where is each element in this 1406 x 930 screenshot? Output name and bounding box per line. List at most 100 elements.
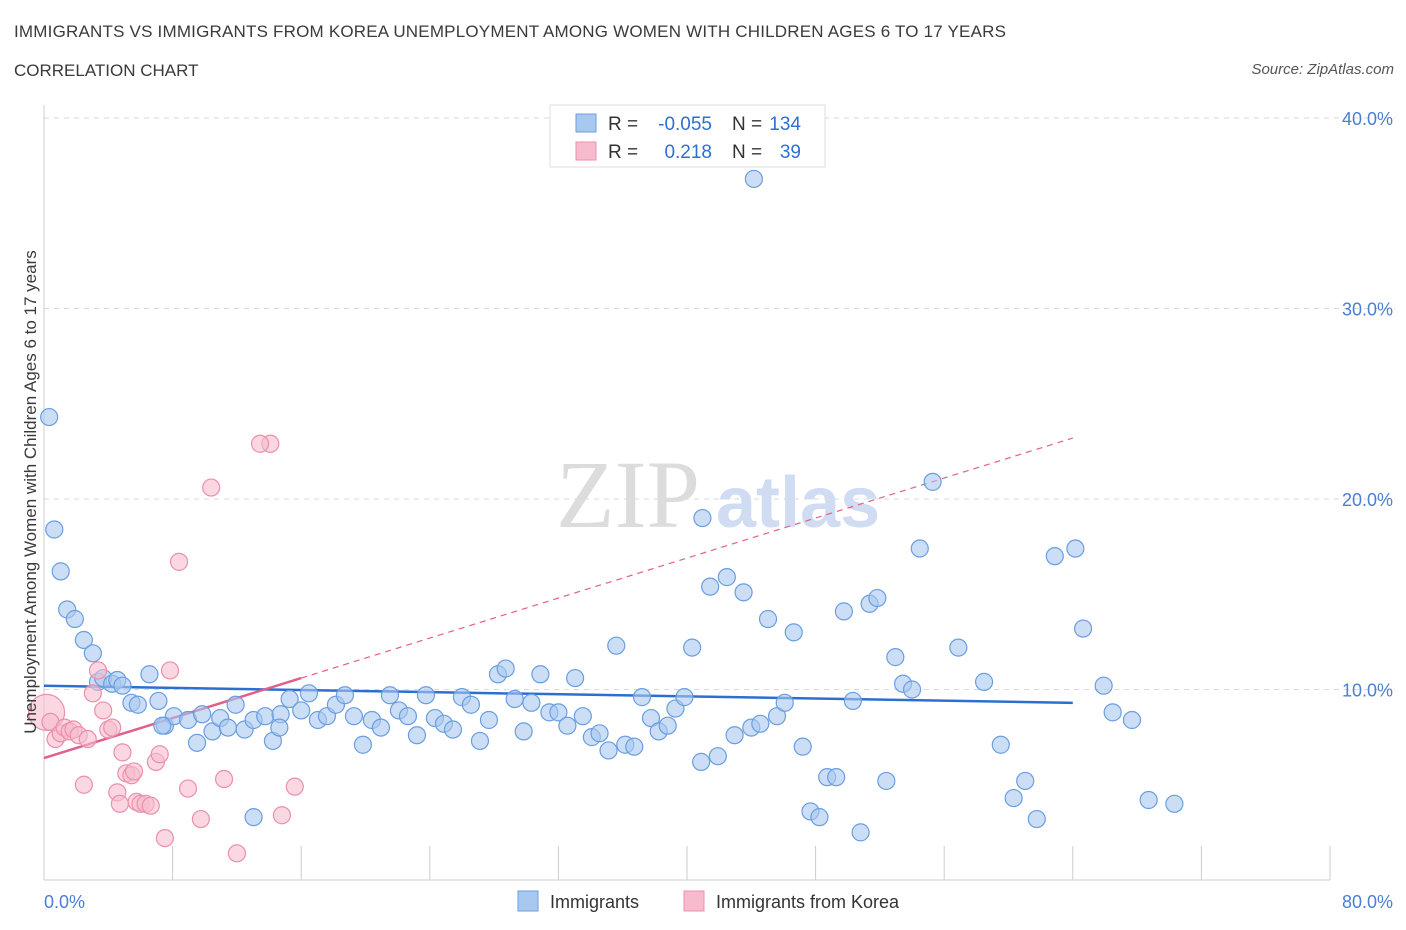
data-point-korea xyxy=(155,828,174,848)
data-point-immigrants xyxy=(187,733,207,752)
data-point-immigrants xyxy=(505,689,524,709)
data-point-immigrants xyxy=(767,707,787,726)
data-point-immigrants xyxy=(1016,771,1035,791)
data-point-immigrants xyxy=(868,588,887,608)
data-point-korea xyxy=(214,769,234,789)
chart-subtitle: CORRELATION CHART xyxy=(14,61,199,80)
series-legend-swatch-immigrants xyxy=(517,890,539,912)
data-point-immigrants xyxy=(514,722,533,741)
data-point-immigrants xyxy=(717,568,736,587)
data-point-immigrants xyxy=(810,808,829,827)
data-point-korea xyxy=(78,729,97,749)
legend-swatch-korea xyxy=(575,141,597,161)
data-point-immigrants xyxy=(693,508,712,528)
data-point-immigrants xyxy=(599,741,618,760)
data-point-immigrants xyxy=(725,726,744,745)
data-point-immigrants xyxy=(549,703,568,722)
data-point-immigrants xyxy=(886,648,905,667)
data-point-immigrants xyxy=(877,771,896,791)
data-point-immigrants xyxy=(632,688,652,707)
data-point-immigrants xyxy=(701,577,720,596)
data-point-immigrants xyxy=(45,520,64,539)
series-legend-swatch-korea xyxy=(683,890,705,912)
series-legend-immigrants: Immigrants xyxy=(550,892,639,912)
data-point-korea xyxy=(88,661,108,680)
data-point-immigrants xyxy=(522,693,541,712)
data-point-korea xyxy=(141,796,160,815)
data-point-korea xyxy=(150,745,169,764)
data-point-immigrants xyxy=(692,752,711,771)
data-point-korea xyxy=(191,809,210,829)
data-point-korea xyxy=(169,552,189,571)
data-point-immigrants xyxy=(974,672,994,691)
data-point-immigrants xyxy=(344,707,364,726)
series-legend: Immigrants Immigrants from Korea xyxy=(517,890,900,912)
data-point-korea xyxy=(74,775,93,794)
data-point-immigrants xyxy=(218,718,237,737)
series-korea-points xyxy=(27,434,304,863)
chart-title: IMMIGRANTS VS IMMIGRANTS FROM KOREA UNEM… xyxy=(14,22,1007,41)
data-point-immigrants xyxy=(1066,539,1085,558)
data-point-immigrants xyxy=(226,695,245,714)
data-point-korea xyxy=(124,762,144,781)
legend-r-label-2: R = xyxy=(608,142,638,163)
data-point-immigrants xyxy=(335,686,355,705)
data-point-immigrants xyxy=(1122,710,1142,730)
x-tick-label-min: 0.0% xyxy=(44,892,85,912)
data-point-immigrants xyxy=(641,708,661,728)
data-point-immigrants xyxy=(83,644,102,663)
data-point-immigrants xyxy=(1103,703,1122,722)
watermark-atlas: atlas xyxy=(716,463,880,543)
data-point-immigrants xyxy=(1004,788,1023,808)
data-point-immigrants xyxy=(496,659,515,678)
data-point-korea xyxy=(272,806,292,825)
data-point-immigrants xyxy=(65,609,84,629)
data-point-immigrants xyxy=(140,665,159,684)
y-tick-label: 20.0% xyxy=(1342,490,1393,510)
data-point-korea xyxy=(250,434,270,453)
data-point-immigrants xyxy=(784,623,803,642)
data-point-immigrants xyxy=(51,562,70,581)
data-point-immigrants xyxy=(531,665,550,684)
correlation-legend: R = -0.055 N = 134 R = 0.218 N = 39 xyxy=(549,104,826,168)
data-point-korea xyxy=(110,794,129,813)
data-point-immigrants xyxy=(256,707,275,726)
data-point-immigrants xyxy=(902,680,922,699)
data-point-immigrants xyxy=(851,823,870,842)
data-point-immigrants xyxy=(683,638,702,657)
data-point-immigrants xyxy=(353,735,373,754)
data-point-immigrants xyxy=(380,686,400,705)
data-point-korea xyxy=(94,701,113,720)
data-point-immigrants xyxy=(292,701,311,720)
data-point-immigrants xyxy=(1073,619,1093,638)
data-point-immigrants xyxy=(128,695,147,714)
y-tick-labels: 10.0% 20.0% 30.0% 40.0% xyxy=(1342,109,1393,701)
grid-lines xyxy=(44,117,1395,690)
watermark-zip: ZIP xyxy=(556,441,700,548)
source-label: Source: ZipAtlas.com xyxy=(1251,61,1394,78)
data-point-immigrants xyxy=(443,720,463,739)
data-point-immigrants xyxy=(625,737,644,756)
data-point-immigrants xyxy=(113,676,132,695)
data-point-immigrants xyxy=(40,407,59,427)
data-point-immigrants xyxy=(244,808,263,827)
legend-r-value-1: -0.055 xyxy=(658,114,712,135)
data-point-immigrants xyxy=(751,714,770,733)
y-tick-label: 40.0% xyxy=(1342,109,1393,129)
y-axis-label: Unemployment Among Women with Children A… xyxy=(21,250,40,734)
legend-n-value-2: 39 xyxy=(780,142,801,163)
trend-line-korea-extension xyxy=(301,437,1073,679)
data-point-immigrants xyxy=(991,735,1010,754)
y-tick-label: 10.0% xyxy=(1342,681,1393,701)
data-point-immigrants xyxy=(843,691,862,711)
legend-n-label-2: N = xyxy=(732,142,762,163)
data-point-immigrants xyxy=(734,583,753,602)
data-point-immigrants xyxy=(74,630,93,650)
data-point-korea xyxy=(285,777,304,796)
data-point-immigrants xyxy=(758,609,778,629)
data-point-immigrants xyxy=(299,684,319,703)
data-point-immigrants xyxy=(607,636,626,655)
data-point-korea xyxy=(202,478,221,497)
series-legend-korea: Immigrants from Korea xyxy=(716,892,900,912)
